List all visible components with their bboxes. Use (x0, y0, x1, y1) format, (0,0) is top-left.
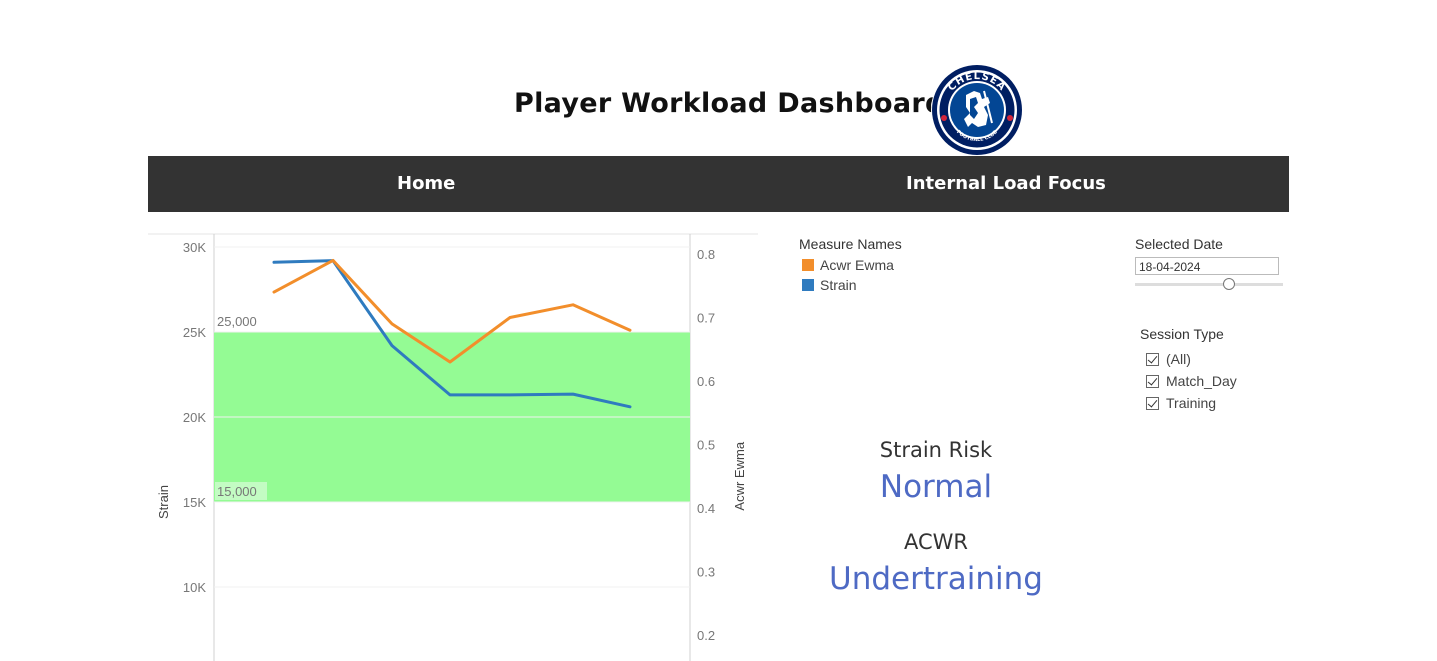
left-tick-label: 10K (183, 580, 206, 595)
session-option-training[interactable]: Training (1146, 392, 1237, 414)
right-tick-label: 0.2 (697, 628, 715, 643)
right-axis-title: Acwr Ewma (732, 441, 747, 510)
right-tick-label: 0.4 (697, 501, 715, 516)
date-slider[interactable] (1135, 278, 1283, 290)
session-type-label: Session Type (1140, 326, 1224, 342)
right-tick-label: 0.8 (697, 247, 715, 262)
right-tick-label: 0.7 (697, 311, 715, 326)
legend-item-acwr-ewma[interactable]: Acwr Ewma (799, 255, 902, 275)
band-label: 25,000 (217, 314, 257, 329)
right-tick-label: 0.6 (697, 374, 715, 389)
strain-acwr-chart: 30K 25K 20K 15K 10K 0.8 0.7 0.6 0.5 0.4 0.3 0.2 25,0… (148, 233, 758, 661)
legend-item-label: Acwr Ewma (820, 257, 894, 273)
page-title: Player Workload Dashboard (514, 88, 945, 119)
left-tick-label: 25K (183, 325, 206, 340)
checkbox-checked-icon[interactable] (1146, 396, 1159, 410)
selected-date-filter: Selected Date 18-04-2024 (1135, 236, 1283, 290)
date-slider-handle[interactable] (1223, 278, 1235, 290)
session-option-label: Match_Day (1166, 373, 1237, 389)
left-tick-label: 30K (183, 240, 206, 255)
band-label-bg (215, 482, 267, 500)
legend-item-label: Strain (820, 277, 857, 293)
strain-risk-value: Normal (879, 469, 993, 505)
checkbox-checked-icon[interactable] (1146, 374, 1159, 388)
right-tick-label: 0.3 (697, 565, 715, 580)
acwr-ewma-swatch (802, 259, 814, 271)
session-type-filter: Session Type (All) Match_Day Training (1140, 326, 1237, 414)
strain-swatch (802, 279, 814, 291)
acwr-label: ACWR (903, 530, 968, 554)
legend-item-strain[interactable]: Strain (799, 275, 902, 295)
session-option-label: (All) (1166, 351, 1191, 367)
legend: Measure Names Acwr Ewma Strain (799, 236, 902, 295)
nav-bar: Home Internal Load Focus (148, 156, 1289, 212)
acwr-value: Undertraining (829, 561, 1043, 597)
strain-risk-label: Strain Risk (879, 438, 993, 462)
band-label: 15,000 (217, 484, 257, 499)
nav-internal-load-focus[interactable]: Internal Load Focus (906, 173, 1106, 194)
series-line-acwr-ewma (272, 258, 632, 364)
chelsea-logo: CHELSEA FOOTBALL CLUB (931, 64, 1023, 156)
right-tick-label: 0.5 (697, 438, 715, 453)
session-option-label: Training (1166, 395, 1217, 411)
nav-home[interactable]: Home (397, 173, 456, 194)
session-option-match-day[interactable]: Match_Day (1146, 370, 1237, 392)
left-tick-label: 20K (183, 410, 206, 425)
left-axis-title: Strain (156, 485, 171, 519)
band-label-bg (215, 312, 267, 330)
checkbox-checked-icon[interactable] (1146, 352, 1159, 366)
session-option-all[interactable]: (All) (1146, 348, 1237, 370)
legend-title: Measure Names (799, 236, 902, 252)
left-tick-label: 15K (183, 495, 206, 510)
selected-date-label: Selected Date (1135, 236, 1223, 252)
selected-date-input[interactable]: 18-04-2024 (1135, 257, 1279, 275)
